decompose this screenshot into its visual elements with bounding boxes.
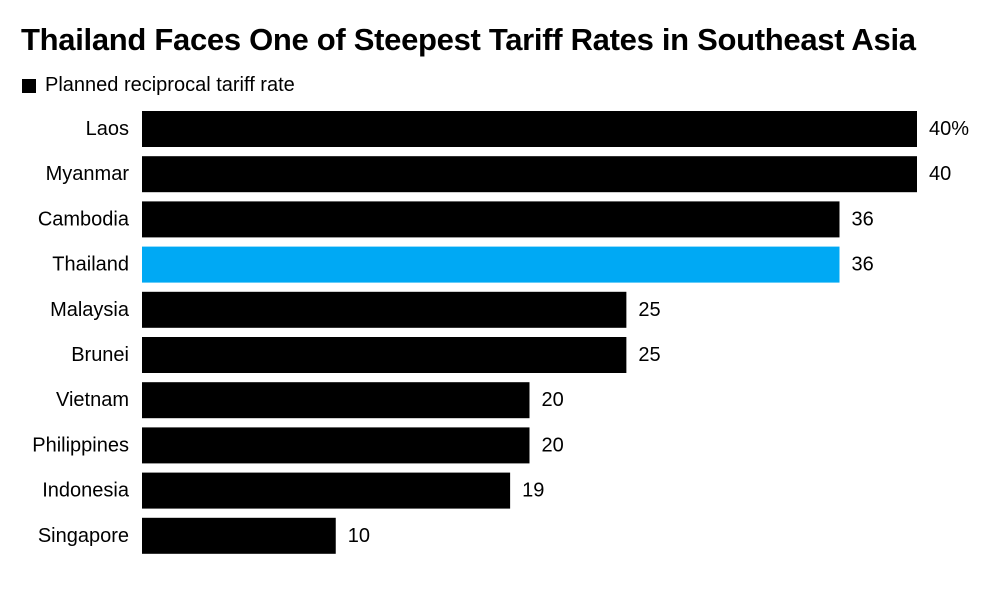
category-label-laos: Laos [86,118,129,140]
value-label-malaysia: 25 [638,299,660,321]
bar-myanmar [142,156,917,193]
bar-indonesia [142,472,511,509]
bar-brunei [142,337,627,373]
bar-thailand [142,246,840,283]
value-label-singapore: 10 [348,525,370,547]
category-label-vietnam: Vietnam [56,389,129,411]
value-label-indonesia: 19 [522,480,544,502]
category-label-myanmar: Myanmar [46,163,130,185]
legend: Planned reciprocal tariff rate [22,74,295,97]
bar-laos [142,111,917,147]
category-label-thailand: Thailand [52,254,129,276]
bar-cambodia [142,201,840,238]
value-label-laos: 40% [929,118,969,140]
bar-vietnam [142,382,530,419]
legend-swatch [22,78,36,93]
value-label-cambodia: 36 [852,208,874,230]
category-label-indonesia: Indonesia [42,480,130,502]
chart-title: Thailand Faces One of Steepest Tariff Ra… [21,22,916,57]
value-label-vietnam: 20 [542,389,564,411]
category-label-malaysia: Malaysia [50,299,130,321]
bar-philippines [142,427,530,464]
legend-label: Planned reciprocal tariff rate [45,74,295,96]
value-label-philippines: 20 [542,434,564,456]
value-label-thailand: 36 [852,254,874,276]
value-label-myanmar: 40 [929,163,951,185]
category-label-brunei: Brunei [71,344,129,366]
category-label-cambodia: Cambodia [38,208,130,230]
category-label-singapore: Singapore [38,525,129,547]
category-label-philippines: Philippines [32,434,129,456]
bar-singapore [142,517,336,554]
bar-malaysia [142,291,627,328]
value-label-brunei: 25 [638,344,660,366]
